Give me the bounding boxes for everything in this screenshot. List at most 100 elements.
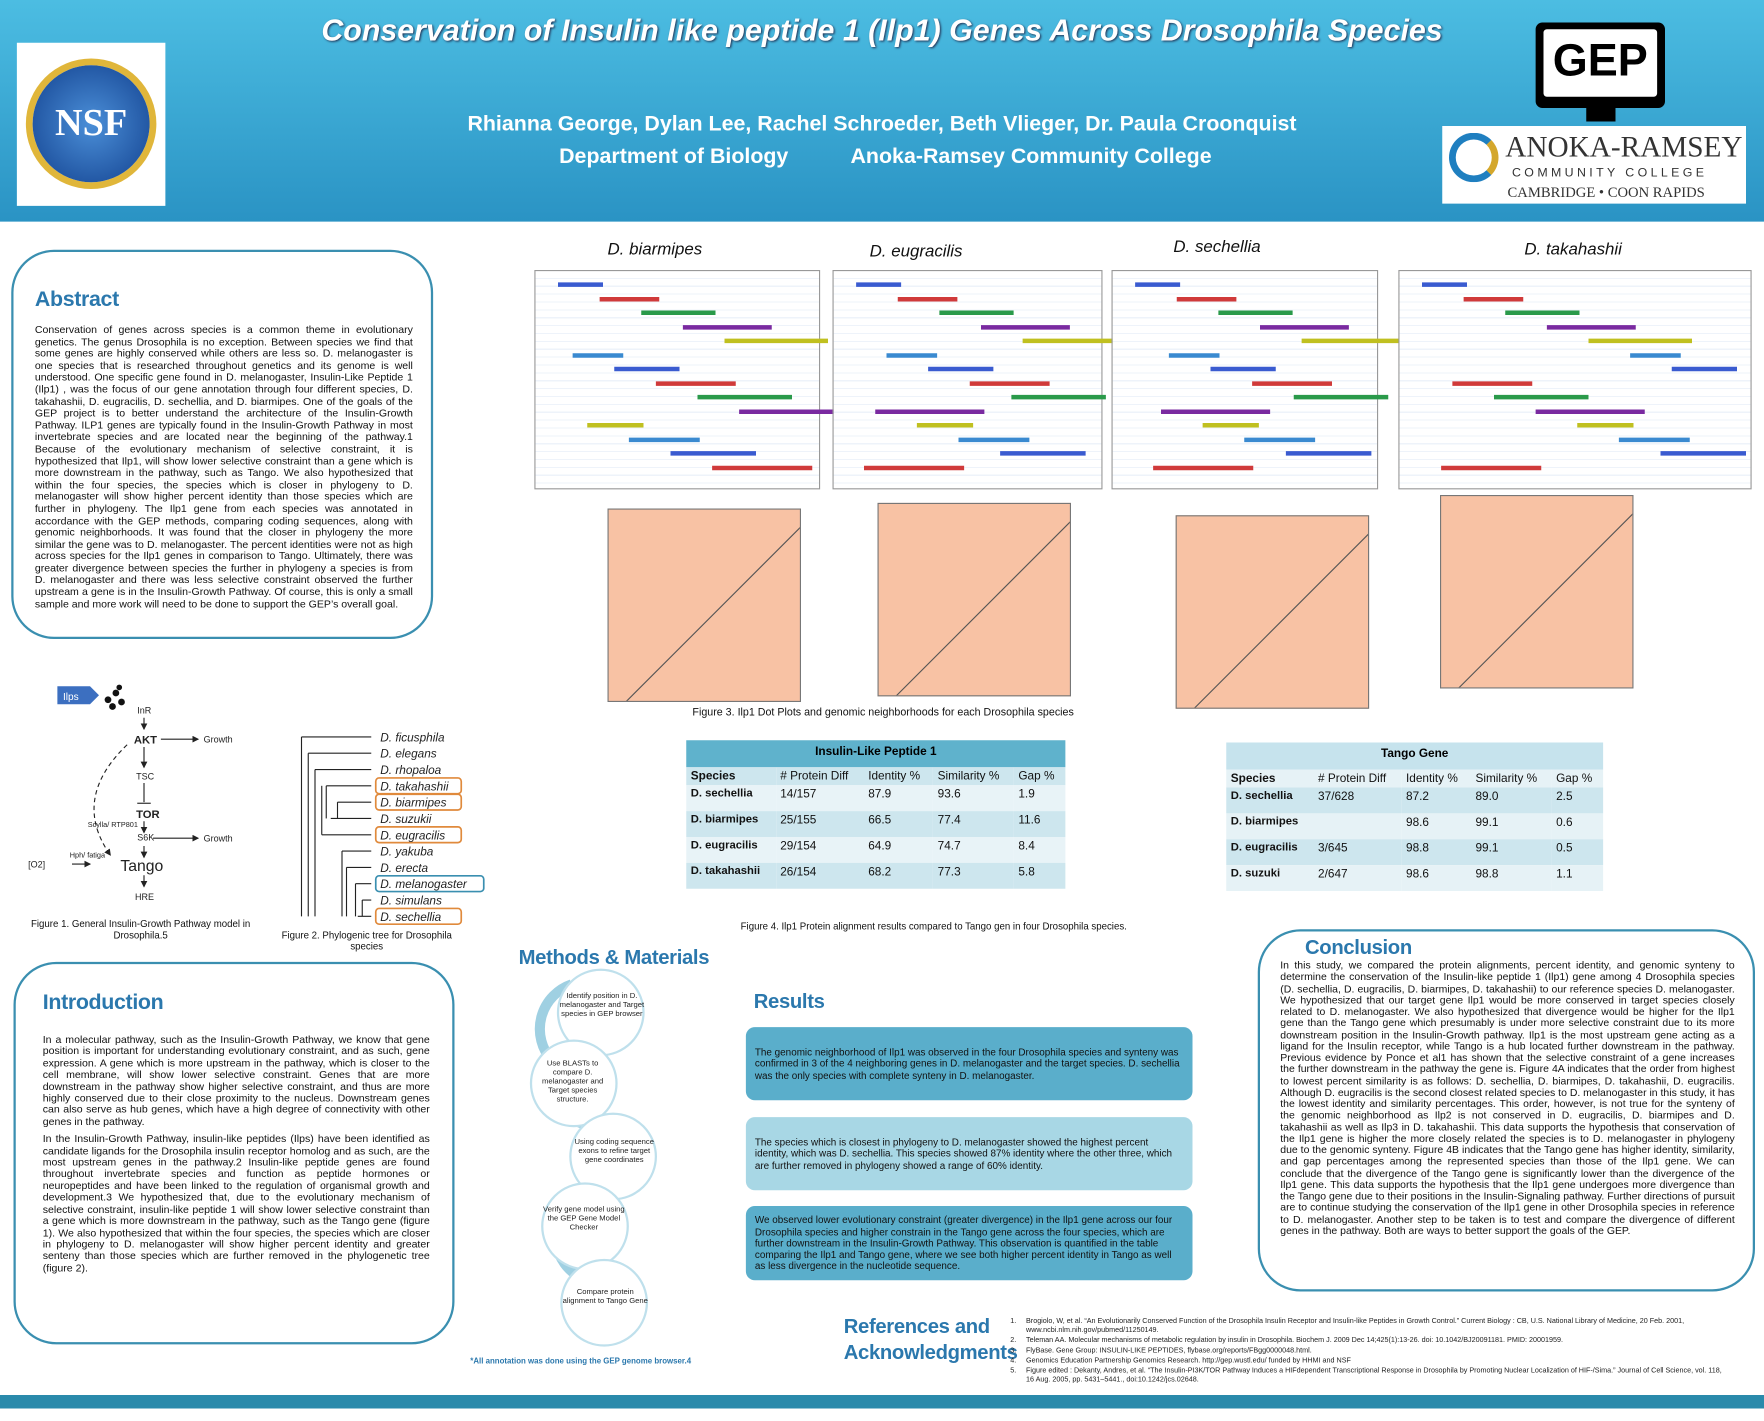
conclusion-text: In this study, we compared the protein a… [1280, 959, 1735, 1237]
track-feature [670, 451, 756, 456]
table-cell: 11.6 [1018, 813, 1041, 827]
results-box: The species which is closest in phylogen… [745, 1117, 1193, 1191]
table-cell: D. biarmipes [690, 813, 759, 826]
table-row: D. sechellia 14/157 87.9 93.6 1.9 [686, 785, 1066, 812]
track-feature [739, 408, 849, 414]
dot-plot [1175, 515, 1370, 709]
track-feature [1630, 352, 1681, 358]
track-feature [1218, 310, 1293, 315]
shape [118, 698, 125, 706]
introduction-paragraph: In a molecular pathway, such as the Insu… [42, 1032, 430, 1128]
reference-number: 4. [1010, 1356, 1017, 1365]
track-feature [1135, 282, 1181, 287]
table-cell: 2.5 [1556, 789, 1573, 804]
pathway-figure: Ilps InR AKT Growth TSC TOR Scylla/ RTP8… [28, 684, 233, 902]
track-feature [1153, 465, 1254, 470]
track-feature [1535, 408, 1645, 414]
table-cell: D. eugracilis [1230, 841, 1298, 854]
abstract-box: Abstract Conservation of genes across sp… [11, 249, 434, 639]
dot-plot-diagonal [1193, 516, 1368, 708]
ilps-arrow [57, 686, 99, 705]
pathway-label: HRE [135, 892, 154, 902]
shape [93, 744, 128, 856]
pathway-label: S6K [137, 832, 154, 842]
introduction-box: Introduction In a molecular pathway, suc… [13, 961, 455, 1345]
table-row: D. takahashii 26/154 68.2 77.3 5.8 [686, 862, 1066, 889]
methods-title: Methods & Materials [518, 946, 710, 969]
column-header: # Protein Diff [1318, 771, 1387, 786]
pathway-label: InR [137, 705, 152, 715]
reference: 5. Figure edited : Dekanty, Andres, et al… [1010, 1367, 1730, 1385]
column-header: Similarity % [937, 769, 1000, 784]
conclusion-box: Conclusion In this study, we compared th… [1257, 929, 1755, 1292]
table-cell: 98.8 [1406, 841, 1429, 856]
pathway-label: Hph/ fatiga [70, 850, 106, 859]
table-cell: 37/628 [1318, 789, 1355, 804]
nsf-text: NSF [54, 102, 128, 144]
reference-number: 5. [1010, 1366, 1017, 1375]
gep-monitor: GEP [1535, 22, 1665, 108]
genome-browser-image [1111, 270, 1406, 490]
introduction-paragraph: In the Insulin-Growth Pathway, insulin-l… [42, 1132, 430, 1274]
table-cell: 99.1 [1475, 815, 1499, 830]
table-cell: 3/645 [1318, 841, 1348, 856]
species-label: D. biarmipes [607, 239, 703, 259]
dot-plot-diagonal [625, 509, 800, 701]
column-header: # Protein Diff [780, 769, 849, 784]
reference-text: Figure edited : Dekanty, Andres, et al. … [1026, 1366, 1722, 1384]
column-header: Similarity % [1475, 771, 1538, 786]
track-feature [1252, 380, 1332, 386]
track-feature [875, 408, 985, 414]
species-label: D. sechellia [380, 910, 441, 924]
track-feature [856, 282, 902, 287]
gep-stand [1586, 108, 1616, 122]
reference-list: 1. Brogiolo, W, et al. “An Evolutionarily… [1010, 1317, 1730, 1386]
track-feature [1210, 366, 1276, 372]
column-header: Species [1230, 771, 1276, 786]
department: Department of Biology [559, 145, 789, 169]
anoka-logo: ANOKA-RAMSEY COMMUNITY COLLEGE CAMBRIDGE… [1442, 126, 1746, 204]
table-cell: 25/155 [780, 813, 817, 827]
conclusion-title: Conclusion [1305, 936, 1412, 959]
anoka-name: ANOKA-RAMSEY [1505, 130, 1743, 164]
shape [534, 979, 574, 1064]
table-row: D. eugracilis 3/645 98.8 99.1 0.5 [1226, 839, 1604, 866]
table-cell: 98.6 [1406, 815, 1429, 830]
shape [104, 696, 112, 704]
table-title: Tango Gene [1226, 742, 1604, 770]
table-cell: 77.4 [937, 813, 961, 827]
tree-branches [300, 736, 372, 917]
pathway-lines [72, 717, 200, 888]
species-label: D. sechellia [1173, 237, 1261, 257]
table-cell: D. suzuki [1230, 867, 1281, 880]
table-cell: 98.6 [1406, 867, 1429, 881]
table-cell: 89.0 [1475, 789, 1499, 804]
table-cell: D. sechellia [1230, 789, 1293, 803]
nsf-logo: NSF [16, 42, 166, 206]
method-step: Use BLASTs to compare D. melanogaster an… [542, 1059, 604, 1104]
college: Anoka-Ramsey Community College [850, 145, 1212, 169]
track-feature [1202, 423, 1259, 428]
reference: 3. FlyBase. Gene Group: INSULIN-LIKE PEPT… [1010, 1347, 1730, 1356]
pathway-label: Tango [120, 858, 163, 875]
pathway-label: Growth [204, 834, 233, 844]
track-feature [1176, 296, 1237, 301]
reference-number: 3. [1010, 1346, 1017, 1355]
pathway-label: TOR [136, 809, 160, 821]
pathway-label: [O2] [28, 859, 45, 869]
anoka-mark [1449, 132, 1499, 183]
track-feature [1260, 324, 1349, 330]
table-cell: 5.8 [1018, 865, 1035, 879]
track-feature [599, 296, 660, 301]
table-cell: D. biarmipes [1230, 815, 1299, 828]
track-feature [1244, 437, 1316, 442]
species-label: D. takahashii [1524, 239, 1622, 259]
reference-number: 2. [1010, 1336, 1017, 1345]
figure3-caption: Figure 3. Ilp1 Dot Plots and genomic nei… [692, 706, 1074, 719]
pathway-label: Growth [204, 735, 233, 745]
flow-circles [529, 968, 657, 1347]
track-feature [1022, 338, 1127, 344]
references-title-line: References and [843, 1315, 990, 1338]
table-cell: 14/157 [780, 787, 817, 802]
track-feature [682, 324, 772, 330]
